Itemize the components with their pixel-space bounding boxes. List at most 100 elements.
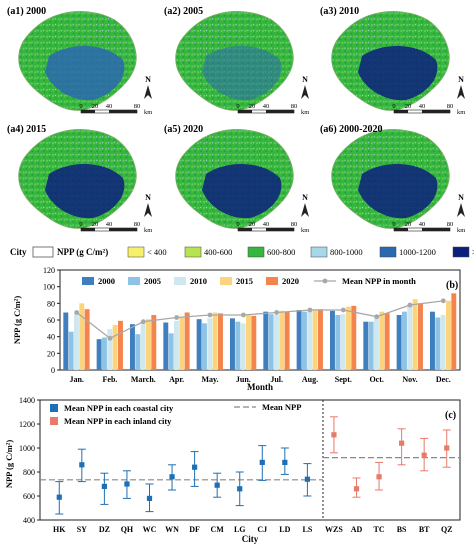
- b-mean-point: [440, 298, 446, 304]
- legend-class-label: < 400: [147, 247, 167, 257]
- scale-bar-segment: [81, 110, 95, 113]
- b-bar: [346, 306, 351, 370]
- c-mean-marker: [421, 452, 427, 458]
- c-city-point: [190, 451, 199, 487]
- b-bar: [451, 293, 457, 370]
- legend-class-swatch: [310, 246, 328, 258]
- b-bar: [402, 311, 407, 370]
- c-mean-marker: [124, 481, 130, 487]
- b-bar: [230, 318, 235, 370]
- legend-class-label: > 1200: [472, 247, 474, 257]
- c-city-point: [122, 470, 131, 499]
- c-xtick-label: TC: [373, 525, 384, 534]
- c-mean-marker: [146, 495, 153, 501]
- c-mean-marker: [101, 483, 107, 489]
- c-city-point: [420, 437, 429, 472]
- c-mean-marker: [259, 459, 265, 465]
- b-xtick-label: Jul.: [270, 375, 283, 384]
- scale-bar-segment: [238, 228, 252, 231]
- c-ytick-label: 1400: [19, 396, 35, 405]
- b-ytick-label: 0: [51, 366, 55, 375]
- b-bar: [302, 311, 307, 370]
- scale-bar-segment: [394, 110, 408, 113]
- c-xtick-label: AD: [351, 525, 363, 534]
- high-npp-region: [202, 45, 282, 101]
- b-bar: [412, 299, 418, 370]
- b-mean-point: [374, 314, 380, 320]
- b-legend-label: 2010: [190, 276, 207, 286]
- b-xtick-label: Jan.: [69, 375, 83, 384]
- map-panel-label: (a3) 2010: [320, 6, 359, 17]
- north-label: N: [458, 193, 464, 202]
- high-npp-region: [358, 163, 438, 219]
- b-bar: [368, 321, 374, 370]
- b-bar: [168, 333, 174, 370]
- scale-bar-segment: [81, 228, 95, 231]
- b-bar: [440, 315, 446, 370]
- b-legend-label: 2015: [236, 276, 253, 286]
- b-xtick-label: Sept.: [335, 375, 352, 384]
- c-mean-marker: [192, 464, 198, 470]
- c-city-point: [258, 445, 267, 481]
- legend-city-label: City: [10, 247, 27, 257]
- legend-city-swatch: [32, 246, 54, 258]
- north-label: N: [145, 193, 151, 202]
- north-arrow-icon: [301, 203, 309, 217]
- c-city-point: [77, 448, 86, 483]
- c-xtick-label: CM: [211, 525, 225, 534]
- c-legend-item: Mean NPP in each coastal city: [50, 403, 174, 413]
- b-xtick-label: May.: [201, 375, 218, 384]
- c-ytick-label: 400: [23, 516, 35, 525]
- b-ytick-label: 40: [47, 333, 55, 342]
- b-bar: [335, 315, 341, 370]
- b-legend-swatch: [174, 277, 186, 285]
- legend-class-swatch: [379, 246, 397, 258]
- scale-tick-label: 80: [291, 103, 298, 110]
- b-legend-marker: [322, 278, 328, 284]
- c-city-point: [352, 477, 361, 498]
- c-xtick-label: HK: [53, 525, 66, 534]
- b-bar: [151, 315, 157, 370]
- b-bar: [318, 309, 323, 370]
- c-mean-marker: [376, 474, 382, 480]
- b-mean-point: [140, 319, 146, 325]
- c-city-point: [213, 472, 222, 498]
- b-xtick-label: Oct.: [369, 375, 383, 384]
- b-bar: [202, 323, 207, 370]
- c-xtick-label: CJ: [257, 525, 267, 534]
- c-xtick-label: DF: [189, 525, 200, 534]
- b-mean-point: [74, 310, 80, 315]
- b-legend-swatch: [220, 277, 232, 285]
- c-legend-item: Mean NPP: [234, 402, 301, 412]
- c-ytick-label: 1200: [19, 420, 35, 429]
- b-xtick-label: Aug.: [302, 375, 318, 384]
- b-bar: [251, 315, 257, 370]
- b-xtick-label: March.: [131, 375, 156, 384]
- c-xtick-label: DZ: [99, 525, 110, 534]
- scale-unit-label: km: [144, 109, 152, 116]
- city-npp-errorbar-chart: (c) NPP (g C/m²) City 400 600 800 1000 1200 1…: [4, 396, 461, 544]
- c-xtick-label: BT: [419, 525, 430, 534]
- b-bar: [74, 314, 79, 370]
- scale-tick-label: 20: [249, 221, 256, 228]
- c-city-point: [329, 416, 338, 454]
- scale-tick-label: 0: [236, 221, 239, 228]
- b-legend-item: 2010: [174, 276, 207, 286]
- b-bar: [407, 304, 413, 370]
- legend-class-item: 800-1000: [310, 246, 363, 258]
- north-label: N: [145, 75, 151, 84]
- c-xtick-label: QZ: [441, 525, 453, 534]
- b-legend-swatch: [128, 277, 140, 285]
- b-mean-point: [340, 307, 346, 313]
- legend-class-label: 1000-1200: [399, 247, 436, 257]
- scale-tick-label: 0: [79, 103, 82, 110]
- b-mean-point: [107, 335, 113, 341]
- c-legend-label: Mean NPP: [262, 402, 301, 412]
- b-legend-swatch: [266, 277, 278, 285]
- b-legend-item: 2015: [220, 276, 253, 286]
- chart-b-panel-label: (b): [446, 280, 458, 291]
- c-city-point: [280, 447, 289, 475]
- b-legend-label: 2020: [282, 276, 299, 286]
